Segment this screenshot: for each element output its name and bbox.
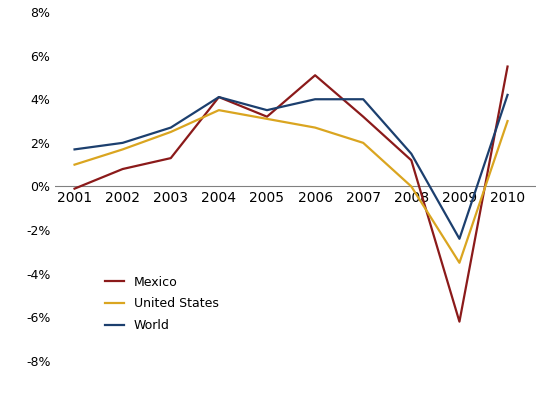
Legend: Mexico, United States, World: Mexico, United States, World (100, 271, 223, 337)
World (216, 95, 222, 99)
United States (312, 125, 319, 130)
World (504, 93, 511, 97)
United States (360, 140, 367, 145)
United States (71, 162, 78, 167)
Mexico (504, 64, 511, 69)
Line: World: World (75, 95, 508, 239)
United States (168, 130, 174, 134)
Mexico (264, 114, 270, 119)
United States (504, 119, 511, 124)
Mexico (408, 158, 415, 163)
Mexico (119, 167, 126, 172)
World (119, 140, 126, 145)
Mexico (360, 114, 367, 119)
World (264, 108, 270, 113)
World (71, 147, 78, 152)
Line: Mexico: Mexico (75, 67, 508, 322)
United States (408, 184, 415, 189)
World (456, 237, 463, 241)
Mexico (71, 186, 78, 191)
United States (216, 108, 222, 113)
Mexico (312, 73, 319, 78)
World (408, 151, 415, 156)
Mexico (456, 319, 463, 324)
Line: United States: United States (75, 110, 508, 263)
World (312, 97, 319, 102)
Mexico (216, 95, 222, 99)
Mexico (168, 156, 174, 160)
World (360, 97, 367, 102)
United States (119, 147, 126, 152)
World (168, 125, 174, 130)
United States (456, 260, 463, 265)
United States (264, 116, 270, 121)
